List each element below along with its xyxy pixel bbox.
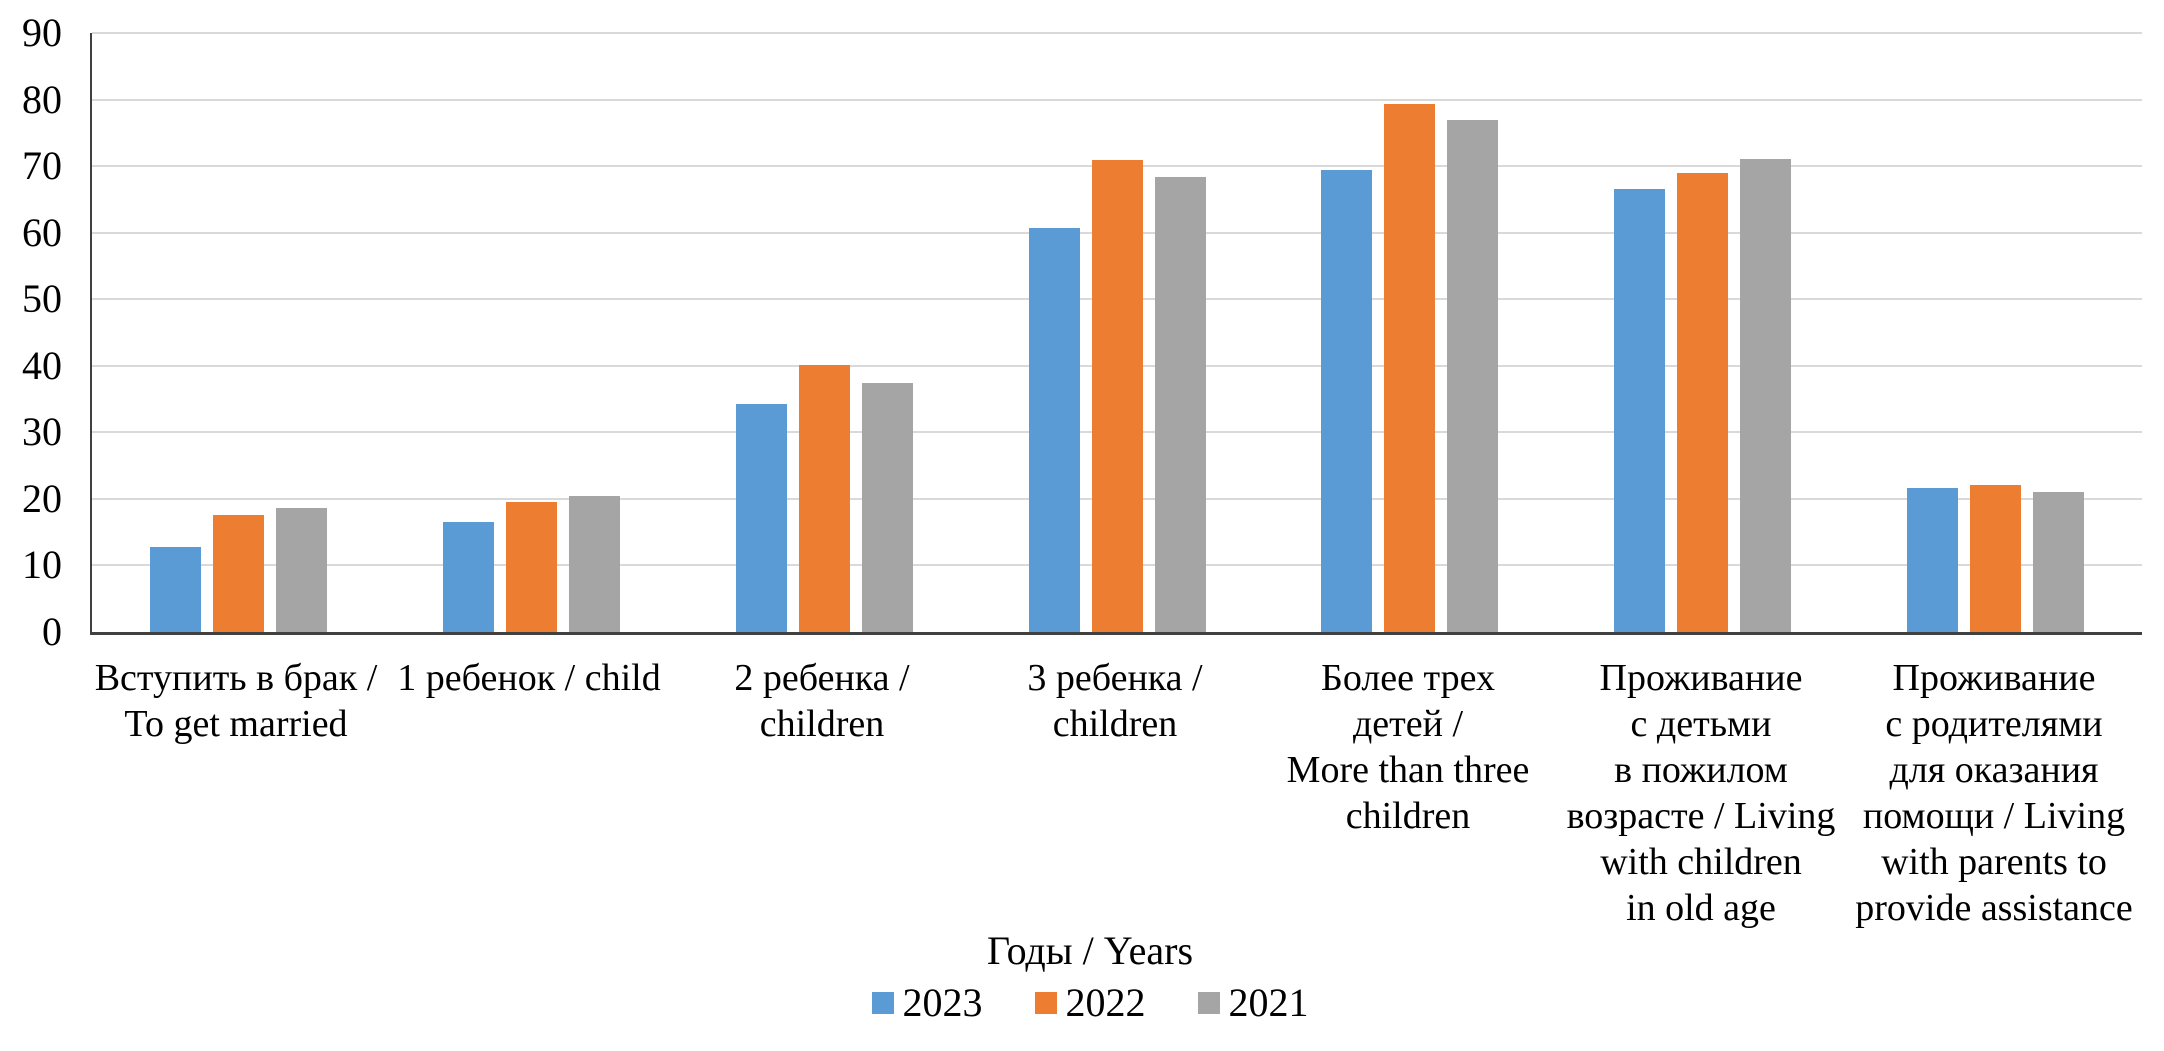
x-label-cat6: Проживание с детьми в пожилом возрасте / Li… [1521, 655, 1881, 931]
bar-2021-cat4 [1155, 177, 1206, 632]
bar-2023-cat4 [1029, 228, 1080, 632]
x-label-line: in old age [1626, 887, 1776, 929]
x-label-line: More than three [1286, 749, 1530, 791]
gridline-90 [92, 32, 2142, 34]
y-tick-label-40: 40 [22, 343, 62, 388]
y-tick-label-0: 0 [42, 609, 62, 654]
x-label-cat3: 2 ребенка / children [642, 655, 1002, 747]
x-label-line: в пожилом [1614, 749, 1788, 791]
x-axis-category-labels: Вступить в брак / To get married 1 ребенок… [90, 655, 2140, 945]
bar-group-cat7 [1907, 485, 2084, 632]
x-label-line: для оказания [1889, 749, 2099, 791]
bar-2023-cat5 [1321, 170, 1372, 632]
x-label-cat1: Вступить в брак / To get married [56, 655, 416, 747]
x-label-cat4: 3 ребенка / children [935, 655, 1295, 747]
y-tick-label-20: 20 [22, 476, 62, 521]
bar-2022-cat2 [506, 502, 557, 632]
x-label-line: 2 ребенка / [734, 657, 910, 699]
legend-label: 2023 [902, 980, 983, 1025]
y-tick-label-30: 30 [22, 409, 62, 454]
y-tick-label-70: 70 [22, 143, 62, 188]
bar-2022-cat5 [1384, 104, 1435, 632]
bar-2021-cat3 [862, 383, 913, 632]
bar-group-cat1 [150, 508, 327, 632]
y-tick-label-80: 80 [22, 77, 62, 122]
bar-2022-cat4 [1092, 160, 1143, 632]
x-label-line: children [1052, 703, 1178, 745]
x-label-cat7: Проживание с родителями для оказания помощи… [1814, 655, 2164, 931]
bar-group-cat4 [1029, 160, 1206, 632]
bar-group-cat5 [1321, 104, 1498, 632]
x-label-line: Проживание [1892, 657, 2096, 699]
bar-2021-cat1 [276, 508, 327, 632]
y-tick-label-60: 60 [22, 210, 62, 255]
x-label-line: Проживание [1599, 657, 1803, 699]
bar-2023-cat6 [1614, 189, 1665, 632]
x-label-cat2: 1 ребенок / child [349, 655, 709, 701]
bar-2022-cat6 [1677, 173, 1728, 632]
legend-title: Годы / Years [986, 928, 1194, 973]
legend-item-2023: 2023 [871, 980, 983, 1026]
x-label-line: with parents to [1881, 841, 2107, 883]
bar-2023-cat2 [443, 522, 494, 632]
legend-label: 2022 [1065, 980, 1146, 1025]
legend-swatch-2023 [871, 992, 894, 1014]
y-tick-label-10: 10 [22, 542, 62, 587]
x-label-line: children [759, 703, 885, 745]
bar-2022-cat7 [1970, 485, 2021, 632]
x-label-line: Более трех [1321, 657, 1495, 699]
legend-label: 2021 [1228, 980, 1309, 1025]
x-label-line: с детьми [1630, 703, 1772, 745]
x-label-line: To get married [124, 703, 348, 745]
bar-group-cat3 [736, 365, 913, 632]
bar-2023-cat1 [150, 547, 201, 632]
x-label-line: 3 ребенка / [1027, 657, 1203, 699]
x-label-line: 1 ребенок / child [397, 657, 661, 699]
bar-group-cat2 [443, 496, 620, 632]
x-label-line: provide assistance [1855, 887, 2133, 929]
bar-2021-cat6 [1740, 159, 1791, 632]
x-label-line: с родителями [1885, 703, 2103, 745]
y-tick-label-50: 50 [22, 276, 62, 321]
bar-2021-cat2 [569, 496, 620, 632]
bar-2022-cat1 [213, 515, 264, 632]
x-label-line: детей / [1352, 703, 1464, 745]
bar-group-cat6 [1614, 159, 1791, 632]
y-tick-label-90: 90 [22, 10, 62, 55]
gridline-80 [92, 99, 2142, 101]
bar-2021-cat7 [2033, 492, 2084, 632]
x-label-line: возрасте / Living [1566, 795, 1836, 837]
x-label-line: children [1345, 795, 1471, 837]
x-label-line: with children [1600, 841, 1802, 883]
x-label-cat5: Более трех детей / More than three children [1228, 655, 1588, 839]
bar-2021-cat5 [1447, 120, 1498, 632]
bar-2022-cat3 [799, 365, 850, 632]
bar-2023-cat7 [1907, 488, 1958, 632]
plot-area [90, 32, 2142, 635]
legend-swatch-2022 [1034, 992, 1057, 1014]
x-label-line: помощи / Living [1862, 795, 2126, 837]
x-label-line: Вступить в брак / [94, 657, 378, 699]
legend: Годы / Years 2023 2022 2021 [65, 928, 2115, 1026]
legend-item-2022: 2022 [1034, 980, 1146, 1026]
bar-2023-cat3 [736, 404, 787, 632]
legend-item-2021: 2021 [1197, 980, 1309, 1026]
legend-items: 2023 2022 2021 [871, 980, 1309, 1026]
legend-swatch-2021 [1197, 992, 1220, 1014]
y-axis-tick-labels: 0 10 20 30 40 50 60 70 80 90 [0, 10, 62, 654]
